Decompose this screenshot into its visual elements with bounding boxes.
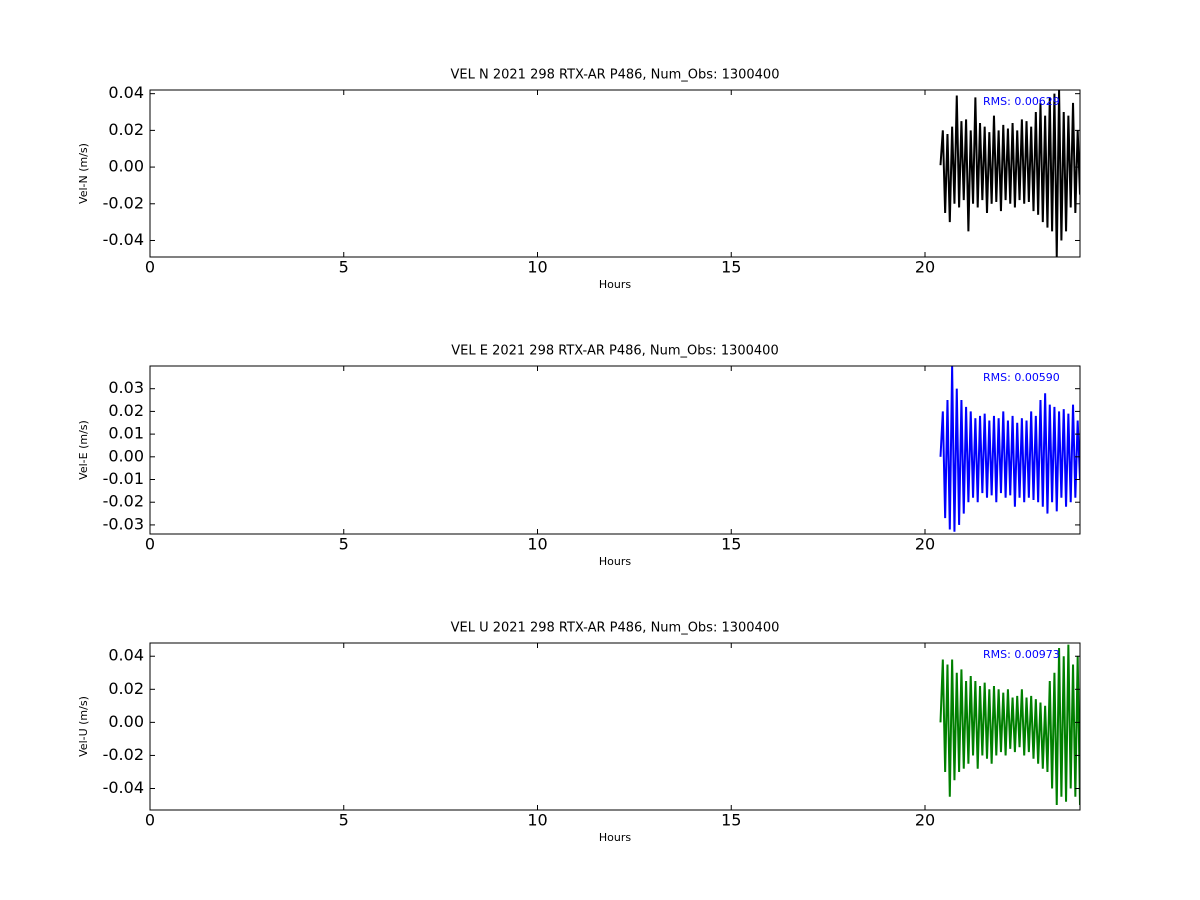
- y-tick-label: -0.03: [103, 514, 144, 533]
- x-tick-label: 0: [145, 258, 155, 277]
- y-tick-label: 0.01: [108, 424, 144, 443]
- chart-title: VEL N 2021 298 RTX-AR P486, Num_Obs: 130…: [451, 68, 780, 83]
- y-tick-label: 0.00: [108, 157, 144, 176]
- chart-title: VEL E 2021 298 RTX-AR P486, Num_Obs: 130…: [451, 344, 778, 359]
- y-axis-label: Vel-N (m/s): [77, 143, 90, 204]
- x-axis-label: Hours: [599, 278, 631, 291]
- y-tick-label: -0.02: [103, 193, 144, 212]
- x-tick-label: 0: [145, 535, 155, 554]
- x-tick-label: 5: [339, 811, 349, 830]
- data-line: [939, 366, 1080, 532]
- axes-frame: [149, 89, 1081, 258]
- y-tick-label: -0.04: [103, 778, 144, 797]
- rms-annotation: RMS: 0.00629: [983, 95, 1060, 108]
- x-tick-label: 10: [527, 258, 547, 277]
- x-axis-label: Hours: [599, 831, 631, 844]
- x-tick-label: 20: [915, 811, 935, 830]
- x-axis-label: Hours: [599, 555, 631, 568]
- y-axis-label: Vel-U (m/s): [77, 696, 90, 757]
- x-tick-label: 20: [915, 535, 935, 554]
- y-tick-label: 0.02: [108, 679, 144, 698]
- x-tick-label: 10: [527, 811, 547, 830]
- y-tick-label: -0.02: [103, 745, 144, 764]
- axes-frame: [149, 642, 1081, 811]
- x-tick-label: 5: [339, 535, 349, 554]
- axes-frame: [149, 365, 1081, 535]
- y-tick-label: 0.04: [108, 83, 144, 102]
- x-tick-label: 15: [721, 535, 741, 554]
- y-axis-label: Vel-E (m/s): [77, 420, 90, 480]
- y-tick-label: 0.00: [108, 712, 144, 731]
- data-line: [939, 90, 1080, 257]
- x-tick-label: 5: [339, 258, 349, 277]
- y-tick-label: 0.02: [108, 401, 144, 420]
- y-tick-label: 0.04: [108, 646, 144, 665]
- y-tick-label: -0.04: [103, 230, 144, 249]
- data-line: [939, 644, 1080, 806]
- y-tick-label: 0.00: [108, 446, 144, 465]
- x-tick-label: 15: [721, 258, 741, 277]
- x-tick-label: 10: [527, 535, 547, 554]
- y-tick-label: -0.02: [103, 492, 144, 511]
- x-tick-label: 15: [721, 811, 741, 830]
- rms-annotation: RMS: 0.00973: [983, 648, 1060, 661]
- y-tick-label: 0.02: [108, 120, 144, 139]
- chart-title: VEL U 2021 298 RTX-AR P486, Num_Obs: 130…: [451, 621, 780, 636]
- x-tick-label: 20: [915, 258, 935, 277]
- y-tick-label: -0.01: [103, 469, 144, 488]
- x-tick-label: 0: [145, 811, 155, 830]
- rms-annotation: RMS: 0.00590: [983, 371, 1060, 384]
- y-tick-label: 0.03: [108, 378, 144, 397]
